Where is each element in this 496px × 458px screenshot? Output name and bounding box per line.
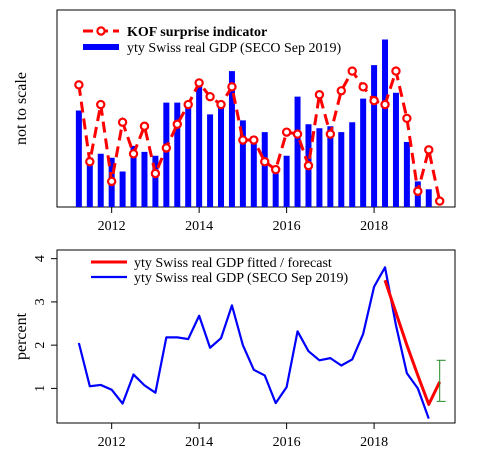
top-x-tick-label: 2018 — [360, 219, 388, 234]
kof-point — [216, 99, 226, 110]
kof-point — [303, 160, 314, 171]
kof-point — [347, 66, 357, 76]
kof-point — [434, 196, 445, 206]
fit-line — [383, 279, 442, 406]
bottom-plot-frame — [56, 249, 456, 424]
legend-kof-swatch-point — [96, 26, 106, 36]
kof-point — [281, 127, 292, 137]
bottom-y-tick-label: 1 — [33, 385, 48, 392]
kof-point — [85, 156, 95, 167]
kof-point — [292, 129, 303, 139]
bottom-y-axis-label: percent — [13, 312, 30, 360]
bottom-y-tick-label: 3 — [33, 298, 48, 305]
bottom-x-tick-label: 2018 — [360, 435, 388, 450]
kof-point — [413, 186, 423, 196]
legend-fit-label: yty Swiss real GDP fitted / forecast — [134, 256, 332, 271]
kof-point — [336, 86, 346, 96]
kof-point — [183, 99, 193, 110]
kof-point — [260, 156, 270, 167]
legend-kof-label: KOF surprise indicator — [127, 25, 267, 40]
kof-point — [106, 176, 117, 187]
top-x-tick-label: 2014 — [185, 219, 213, 234]
kof-point — [139, 121, 150, 131]
kof-point — [314, 90, 325, 100]
kof-point — [227, 82, 237, 92]
kof-point — [172, 119, 182, 129]
bottom-x-tick-label: 2012 — [98, 435, 126, 450]
kof-point — [74, 80, 84, 90]
kof-point — [194, 78, 204, 88]
gdp-line — [77, 266, 430, 420]
legend-gdp-line-label: yty Swiss real GDP (SECO Sep 2019) — [134, 271, 348, 286]
top-chart: 2012 2014 2016 2018 not to scale KOF surprise… — [13, 9, 456, 234]
kof-point — [424, 145, 434, 155]
kof-point — [369, 95, 379, 106]
kof-point — [249, 135, 259, 145]
top-x-tick-label: 2012 — [98, 219, 126, 234]
bottom-x-tick-label: 2014 — [185, 435, 213, 450]
kof-point — [205, 91, 215, 102]
bottom-x-tick-label: 2016 — [273, 435, 301, 450]
kof-point — [128, 149, 139, 159]
kof-point — [358, 82, 368, 92]
bottom-y-tick-label: 4 — [33, 255, 48, 262]
kof-point — [161, 143, 172, 153]
kof-point — [325, 129, 336, 139]
kof-point — [150, 168, 161, 179]
bottom-chart: 1 2 3 4 2012 2014 2016 2018 percent yty Swiss rea… — [13, 249, 456, 450]
kof-point — [270, 164, 281, 175]
bottom-y-tick-label: 2 — [33, 342, 48, 349]
legend-gdp-label: yty Swiss real GDP (SECO Sep 2019) — [127, 41, 341, 56]
kof-point — [117, 117, 128, 127]
kof-point — [391, 66, 401, 76]
kof-point — [238, 135, 248, 145]
top-x-tick-label: 2016 — [273, 219, 301, 234]
kof-point — [96, 99, 106, 110]
top-y-axis-label: not to scale — [13, 72, 30, 145]
kof-line — [77, 65, 442, 202]
kof-point — [402, 113, 412, 124]
kof-point — [380, 99, 390, 110]
